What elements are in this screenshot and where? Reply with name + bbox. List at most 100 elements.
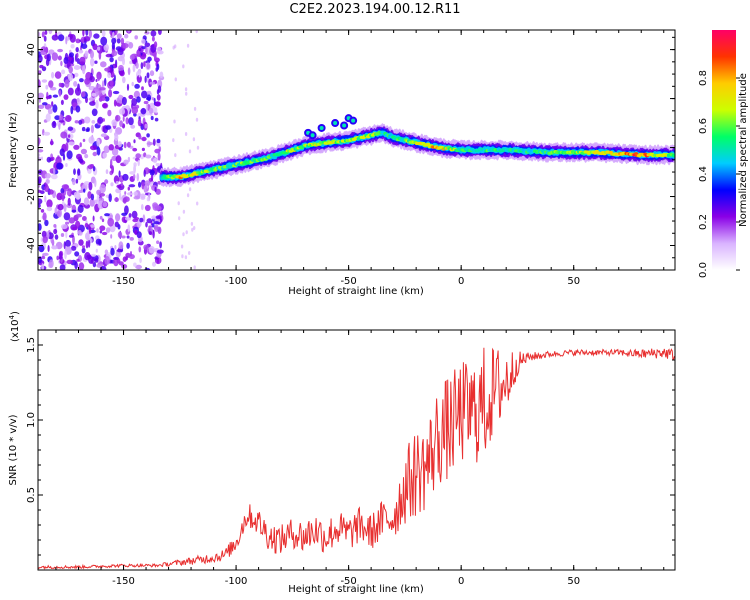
noise-blob	[103, 145, 110, 154]
noise-blob	[63, 56, 69, 65]
noise-blob	[143, 61, 146, 68]
noise-blob	[172, 138, 175, 143]
noise-blob	[108, 89, 113, 98]
noise-blob	[104, 255, 110, 265]
noise-blob	[51, 34, 59, 41]
noise-blob	[146, 72, 150, 79]
spectrogram-x-label: Height of straight line (km)	[288, 286, 424, 297]
noise-blob	[148, 246, 155, 254]
noise-blob	[54, 234, 59, 240]
noise-blob	[126, 235, 130, 239]
noise-blob	[153, 41, 158, 48]
noise-blob	[79, 78, 84, 83]
snr-x-axis: -150 -100 -50 0 50	[55, 330, 665, 587]
noise-blob	[146, 62, 151, 70]
noise-blob	[90, 124, 94, 134]
x-tick-label: -100	[225, 276, 248, 287]
noise-blob	[107, 72, 112, 79]
noise-blob	[58, 82, 63, 87]
noise-blob	[76, 258, 80, 262]
noise-blob	[94, 178, 97, 188]
noise-blob	[95, 238, 102, 245]
noise-blob	[116, 248, 124, 253]
noise-blob	[119, 108, 126, 115]
noise-blob	[136, 220, 142, 228]
noise-blob	[88, 181, 93, 191]
noise-blob	[92, 43, 98, 51]
noise-blob	[127, 67, 131, 76]
noise-blob	[146, 142, 154, 146]
noise-blob	[66, 259, 74, 265]
noise-blob	[71, 178, 76, 186]
spectrogram-noise-region	[38, 30, 200, 270]
noise-blob	[150, 30, 157, 37]
noise-blob	[45, 113, 51, 122]
noise-blob	[51, 121, 57, 129]
noise-blob	[135, 62, 139, 69]
noise-blob	[56, 162, 63, 170]
noise-blob	[112, 31, 115, 39]
colorbar-axis: 0.0 0.2 0.4 0.6 0.8	[698, 70, 740, 278]
noise-blob	[48, 30, 53, 35]
noise-blob	[123, 159, 129, 165]
noise-blob	[114, 245, 117, 250]
noise-blob	[69, 63, 75, 67]
noise-blob	[139, 154, 145, 160]
y-tick-label: 40	[26, 43, 37, 56]
noise-blob	[42, 102, 48, 106]
noise-blob	[87, 164, 94, 170]
colorbar-tick-label: 0.8	[698, 70, 709, 86]
noise-blob	[101, 231, 108, 236]
noise-blob	[38, 189, 42, 193]
noise-blob	[67, 126, 74, 131]
noise-blob	[38, 223, 42, 231]
noise-blob	[148, 107, 154, 114]
noise-blob	[38, 92, 44, 99]
noise-blob	[44, 219, 49, 227]
noise-blob	[120, 182, 124, 187]
noise-blob	[160, 211, 163, 216]
noise-blob	[38, 244, 45, 253]
noise-blob	[99, 87, 106, 91]
noise-blob	[99, 225, 106, 231]
noise-blob	[69, 34, 76, 43]
noise-blob	[108, 144, 115, 151]
noise-blob	[156, 46, 162, 55]
noise-blob	[86, 127, 90, 132]
noise-blob	[92, 166, 96, 172]
noise-blob	[104, 179, 109, 184]
noise-blob	[131, 210, 138, 219]
ridge-lobe	[342, 123, 347, 128]
noise-blob	[89, 198, 95, 207]
noise-blob	[63, 203, 67, 212]
noise-blob	[84, 223, 89, 228]
noise-blob	[74, 120, 79, 124]
noise-blob	[155, 215, 162, 220]
noise-blob	[149, 169, 155, 176]
noise-blob	[41, 230, 47, 238]
y-tick-label: 1.0	[26, 412, 37, 428]
noise-blob	[110, 182, 114, 187]
noise-blob	[121, 212, 128, 216]
noise-blob	[124, 205, 129, 215]
noise-blob	[40, 51, 47, 55]
noise-blob	[145, 221, 148, 228]
noise-blob	[90, 50, 94, 59]
noise-blob	[98, 51, 102, 60]
noise-blob	[138, 181, 142, 188]
noise-blob	[80, 148, 87, 155]
noise-blob	[124, 196, 130, 202]
noise-blob	[136, 231, 142, 239]
noise-blob	[68, 217, 76, 224]
noise-blob	[111, 119, 118, 127]
noise-blob	[111, 42, 115, 50]
noise-blob	[57, 203, 64, 211]
noise-blob	[132, 64, 136, 73]
noise-blob	[47, 245, 50, 252]
noise-blob	[81, 247, 86, 254]
noise-blob	[144, 31, 150, 35]
noise-blob	[129, 171, 136, 175]
x-tick-label: -50	[340, 576, 356, 587]
noise-blob	[193, 226, 196, 230]
noise-blob	[75, 213, 82, 218]
